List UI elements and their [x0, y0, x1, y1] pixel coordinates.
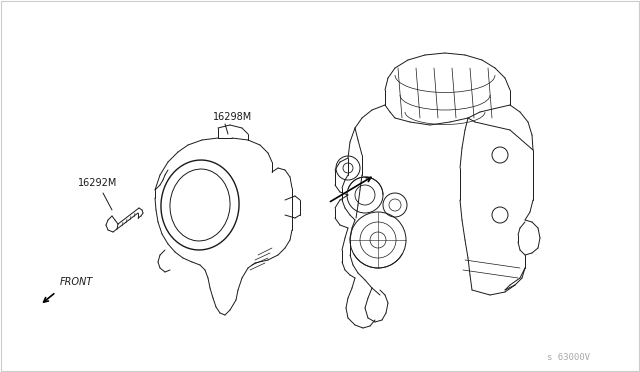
Text: FRONT: FRONT: [60, 277, 93, 287]
Text: 16292M: 16292M: [78, 178, 117, 188]
Text: s 63000V: s 63000V: [547, 353, 590, 362]
Text: 16298M: 16298M: [213, 112, 252, 122]
